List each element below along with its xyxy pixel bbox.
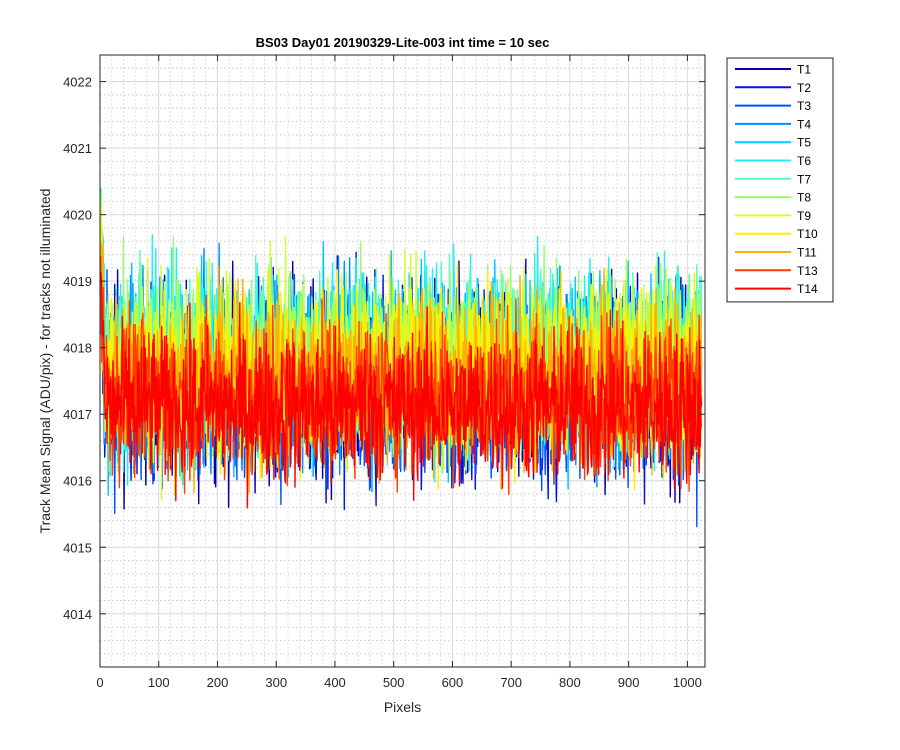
y-tick-label: 4022 xyxy=(63,75,92,90)
y-axis-title: Track Mean Signal (ADU/pix) - for tracks… xyxy=(37,189,53,534)
legend: T1 T2 T3 T4 T5 T6 T7 T8 T9 T10 T11 T13 T14 xyxy=(726,57,834,303)
x-tick-label: 700 xyxy=(500,675,522,690)
x-tick-label: 200 xyxy=(207,675,229,690)
y-tick-label: 4017 xyxy=(63,407,92,422)
series-layer xyxy=(100,188,703,528)
x-tick-label: 600 xyxy=(442,675,464,690)
x-tick-label: 900 xyxy=(618,675,640,690)
y-tick-label: 4021 xyxy=(63,141,92,156)
x-tick-label: 300 xyxy=(265,675,287,690)
legend-box xyxy=(726,57,834,303)
series-line-t14 xyxy=(100,271,703,509)
x-tick-label: 500 xyxy=(383,675,405,690)
x-tick-label: 800 xyxy=(559,675,581,690)
x-tick-labels: 0 100 200 300 400 500 600 700 800 900 1000 xyxy=(96,675,701,690)
legend-label: T13 xyxy=(797,264,818,278)
legend-label: T4 xyxy=(797,117,811,131)
x-tick-label: 0 xyxy=(96,675,103,690)
legend-label: T7 xyxy=(797,172,811,186)
x-tick-label: 1000 xyxy=(673,675,702,690)
legend-label: T6 xyxy=(797,154,811,168)
y-tick-labels: 4014 4015 4016 4017 4018 4019 4020 4021 4022 xyxy=(63,75,92,622)
legend-label: T1 xyxy=(797,63,811,77)
y-tick-label: 4016 xyxy=(63,474,92,489)
legend-label: T10 xyxy=(797,227,818,241)
x-tick-label: 400 xyxy=(324,675,346,690)
axis-ticks xyxy=(99,55,705,667)
legend-label: T2 xyxy=(797,81,811,95)
plot-frame xyxy=(99,54,706,668)
legend-label: T3 xyxy=(797,99,811,113)
y-tick-label: 4019 xyxy=(63,274,92,289)
legend-label: T14 xyxy=(797,282,818,296)
y-tick-label: 4020 xyxy=(63,208,92,223)
y-tick-label: 4018 xyxy=(63,341,92,356)
legend-label: T11 xyxy=(797,246,817,260)
legend-label: T8 xyxy=(797,191,811,205)
y-tick-label: 4015 xyxy=(63,540,92,555)
chart-title: BS03 Day01 20190329-Lite-003 int time = … xyxy=(256,35,550,50)
y-tick-label: 4014 xyxy=(63,607,92,622)
legend-label: T5 xyxy=(797,136,811,150)
legend-label: T9 xyxy=(797,209,811,223)
x-tick-label: 100 xyxy=(148,675,170,690)
x-axis-title: Pixels xyxy=(384,699,421,715)
